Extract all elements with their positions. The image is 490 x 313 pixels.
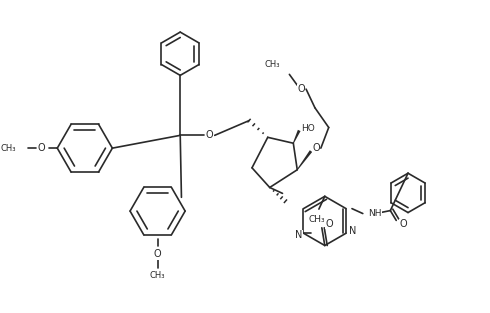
Text: N: N (295, 230, 302, 240)
Text: O: O (312, 143, 320, 153)
Text: CH₃: CH₃ (309, 215, 325, 224)
Text: O: O (154, 249, 161, 259)
Text: CH₃: CH₃ (0, 144, 16, 153)
Text: CH₃: CH₃ (264, 60, 279, 69)
Text: N: N (349, 226, 357, 236)
Polygon shape (293, 130, 300, 143)
Polygon shape (297, 150, 312, 170)
Text: HO: HO (301, 124, 315, 133)
Text: CH₃: CH₃ (150, 271, 165, 280)
Text: O: O (297, 84, 305, 94)
Text: NH: NH (368, 209, 381, 218)
Text: O: O (38, 143, 46, 153)
Text: O: O (399, 219, 407, 229)
Text: O: O (206, 130, 214, 140)
Text: O: O (326, 219, 334, 229)
